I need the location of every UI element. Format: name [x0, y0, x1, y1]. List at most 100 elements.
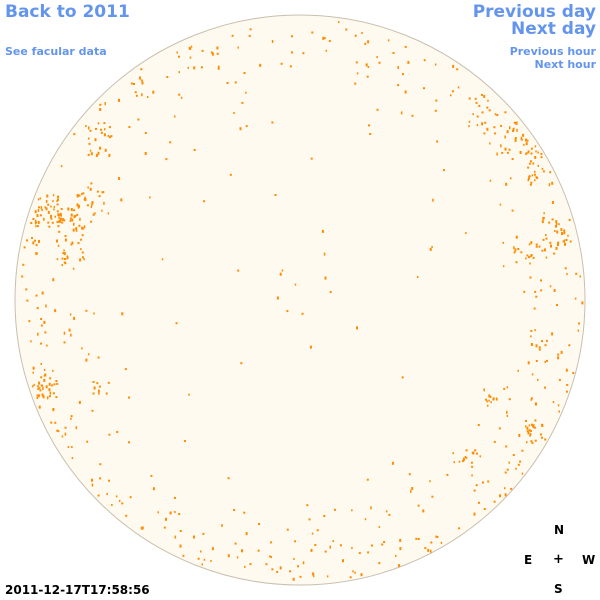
- facula-point: [56, 203, 59, 206]
- facula-point: [41, 208, 43, 211]
- facula-point: [553, 289, 556, 292]
- facula-point: [249, 28, 252, 31]
- facula-point: [44, 331, 47, 334]
- facula-point: [90, 205, 93, 208]
- facula-point: [535, 360, 538, 362]
- facula-point: [99, 463, 102, 466]
- facula-point: [367, 40, 370, 44]
- facula-point: [512, 130, 514, 132]
- facula-point: [234, 81, 237, 84]
- facula-point: [321, 229, 324, 233]
- facula-point: [98, 385, 101, 388]
- facula-point: [555, 224, 557, 228]
- facula-point: [505, 445, 508, 448]
- facula-point: [575, 272, 578, 275]
- facula-point: [472, 113, 474, 116]
- facula-point: [39, 197, 42, 200]
- facula-point: [174, 115, 176, 118]
- facula-point: [429, 480, 431, 483]
- facula-point: [544, 438, 547, 441]
- facula-point: [141, 81, 144, 85]
- facula-point: [25, 288, 28, 291]
- facula-point: [528, 256, 530, 259]
- facula-point: [534, 173, 536, 176]
- facula-point: [91, 203, 93, 206]
- facula-point: [486, 400, 488, 403]
- facula-point: [364, 42, 367, 45]
- facula-point: [64, 235, 67, 237]
- facula-point: [530, 397, 533, 400]
- facula-point: [57, 195, 59, 199]
- facula-point: [51, 384, 54, 387]
- facula-point: [530, 254, 533, 256]
- facula-point: [395, 554, 397, 557]
- facula-point: [90, 220, 93, 223]
- facula-point: [530, 440, 533, 443]
- facula-point: [89, 129, 92, 132]
- facula-point: [32, 218, 35, 220]
- facula-point: [38, 394, 41, 397]
- facula-point: [534, 179, 536, 182]
- facula-point: [531, 423, 533, 426]
- next-hour-link[interactable]: Next hour: [534, 58, 597, 71]
- facula-point: [96, 190, 99, 193]
- facula-point: [88, 142, 91, 145]
- facula-point: [453, 461, 455, 464]
- facula-point: [545, 339, 548, 342]
- facula-point: [401, 376, 404, 379]
- facula-point: [293, 557, 295, 560]
- facula-point: [237, 269, 240, 272]
- facula-point: [483, 508, 486, 510]
- facula-point: [565, 239, 568, 241]
- facula-point: [494, 132, 497, 135]
- facula-point: [107, 212, 110, 215]
- facula-point: [487, 99, 489, 102]
- facula-point: [68, 328, 71, 332]
- facula-point: [535, 245, 538, 248]
- facula-point: [279, 566, 282, 570]
- facula-point: [174, 535, 177, 539]
- facula-point: [93, 386, 96, 390]
- facula-point: [523, 290, 526, 293]
- facula-point: [416, 276, 419, 278]
- facula-point: [534, 329, 536, 332]
- facula-point: [40, 206, 43, 210]
- facula-point: [527, 139, 529, 142]
- facula-point: [281, 269, 284, 272]
- facula-point: [279, 272, 282, 276]
- facula-point: [385, 510, 388, 513]
- facula-point: [323, 37, 326, 40]
- facula-point: [84, 196, 86, 199]
- facula-point: [535, 150, 537, 153]
- back-to-year-link[interactable]: Back to 2011: [5, 2, 130, 22]
- facula-point: [527, 166, 530, 169]
- see-facular-data-link[interactable]: See facular data: [5, 45, 107, 58]
- facula-point: [91, 409, 94, 412]
- facula-point: [87, 353, 90, 356]
- facula-point: [58, 216, 60, 219]
- next-day-link[interactable]: Next day: [511, 19, 596, 39]
- facula-point: [482, 481, 484, 484]
- previous-hour-link[interactable]: Previous hour: [509, 45, 596, 58]
- facula-point: [37, 221, 40, 224]
- facula-point: [526, 254, 529, 257]
- facula-point: [80, 238, 83, 241]
- facula-point: [270, 556, 272, 559]
- facula-point: [86, 440, 89, 443]
- facula-point: [452, 452, 454, 455]
- facula-point: [530, 335, 532, 338]
- facula-point: [311, 532, 314, 535]
- facula-point: [424, 547, 427, 550]
- facula-point: [334, 508, 336, 511]
- previous-day-link[interactable]: Previous day: [472, 2, 596, 22]
- facula-point: [516, 121, 518, 124]
- facula-point: [514, 137, 517, 139]
- facula-point: [325, 49, 328, 52]
- facula-point: [400, 111, 403, 115]
- facula-point: [511, 158, 514, 160]
- facula-point: [339, 544, 342, 547]
- facula-point: [487, 480, 490, 483]
- facula-point: [203, 200, 206, 203]
- facula-point: [577, 329, 580, 332]
- facula-point: [79, 217, 81, 221]
